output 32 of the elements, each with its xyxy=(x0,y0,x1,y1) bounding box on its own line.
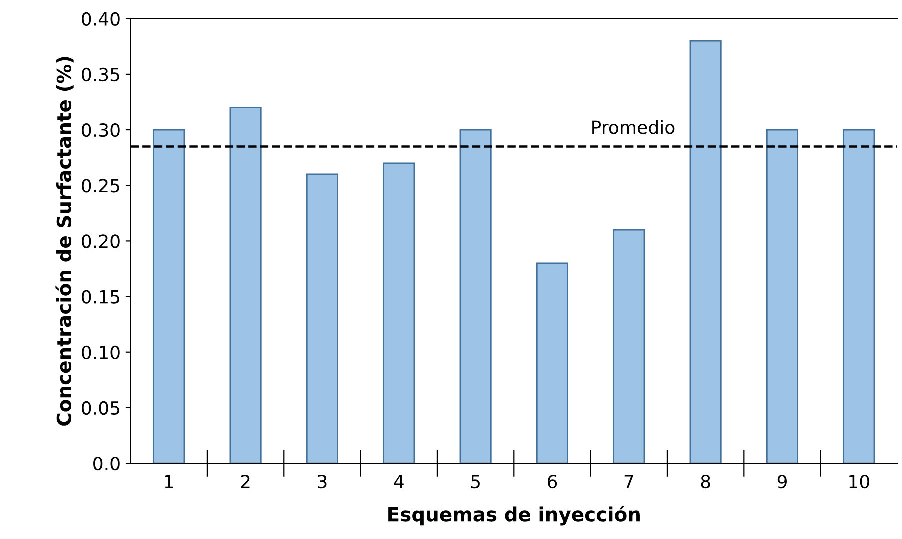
x-tick-label: 7 xyxy=(624,475,634,488)
bar xyxy=(690,40,722,464)
bar xyxy=(536,262,569,464)
x-tick-label: 3 xyxy=(318,474,327,489)
x-tick-label: 4 xyxy=(394,475,404,488)
y-tick-label: 0.25 xyxy=(82,179,120,193)
y-tick-label: 0.20 xyxy=(82,234,120,248)
bar xyxy=(383,162,416,464)
y-tick-label: 0.30 xyxy=(82,123,120,138)
bar xyxy=(230,107,262,464)
x-tick-label: 10 xyxy=(850,474,870,489)
bar xyxy=(460,129,492,464)
y-tick-label: 0.05 xyxy=(82,401,120,416)
x-axis-title: Esquemas de inyección xyxy=(388,506,640,526)
x-tick-label: 8 xyxy=(701,474,710,489)
x-tick-label: 9 xyxy=(778,474,787,489)
bar xyxy=(843,129,876,464)
ref-line-label: Promedio xyxy=(592,120,675,134)
y-tick-label: 0.10 xyxy=(82,346,120,360)
bar xyxy=(766,129,799,464)
bar xyxy=(153,129,186,464)
y-tick-label: 0.0 xyxy=(94,457,120,471)
y-tick-label: 0.15 xyxy=(82,290,120,304)
y-axis-title: Concentración de Surfactante (%) xyxy=(56,57,74,426)
bar xyxy=(613,229,646,464)
y-tick-label: 0.40 xyxy=(82,12,120,26)
y-tick-label: 0.35 xyxy=(82,68,120,82)
x-tick-label: 2 xyxy=(241,474,250,488)
x-tick-label: 6 xyxy=(548,474,558,489)
x-tick-label: 5 xyxy=(471,475,480,489)
x-tick-label: 1 xyxy=(165,475,174,488)
bar xyxy=(306,174,338,464)
